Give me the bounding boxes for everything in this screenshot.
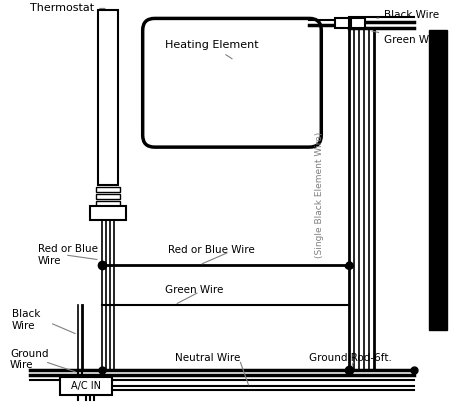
Text: Ground
Wire: Ground Wire	[10, 349, 49, 370]
Text: A/C IN: A/C IN	[71, 381, 101, 390]
Text: Black
Wire: Black Wire	[12, 309, 40, 330]
Bar	[96, 201, 120, 206]
Bar	[96, 187, 120, 192]
Bar	[335, 18, 349, 28]
Bar	[98, 10, 118, 185]
Text: Red or Blue Wire: Red or Blue Wire	[168, 245, 254, 255]
Text: Green Wire: Green Wire	[164, 285, 223, 295]
Bar	[429, 30, 447, 330]
Text: Ground Rod-6ft.: Ground Rod-6ft.	[309, 353, 392, 363]
Bar	[351, 18, 365, 28]
Text: Heating Element: Heating Element	[164, 40, 258, 59]
Text: (Single Black Element Wire): (Single Black Element Wire)	[315, 132, 324, 258]
Bar	[90, 206, 125, 220]
Text: Black Wire: Black Wire	[377, 10, 439, 21]
Text: Neutral Wire: Neutral Wire	[174, 353, 240, 363]
Text: Red or Blue
Wire: Red or Blue Wire	[38, 244, 98, 266]
Text: Thermostat: Thermostat	[30, 3, 105, 14]
Bar	[96, 194, 120, 199]
FancyBboxPatch shape	[143, 18, 321, 147]
Bar	[60, 376, 112, 395]
Bar	[96, 208, 120, 213]
Text: Green Wire: Green Wire	[372, 31, 442, 45]
